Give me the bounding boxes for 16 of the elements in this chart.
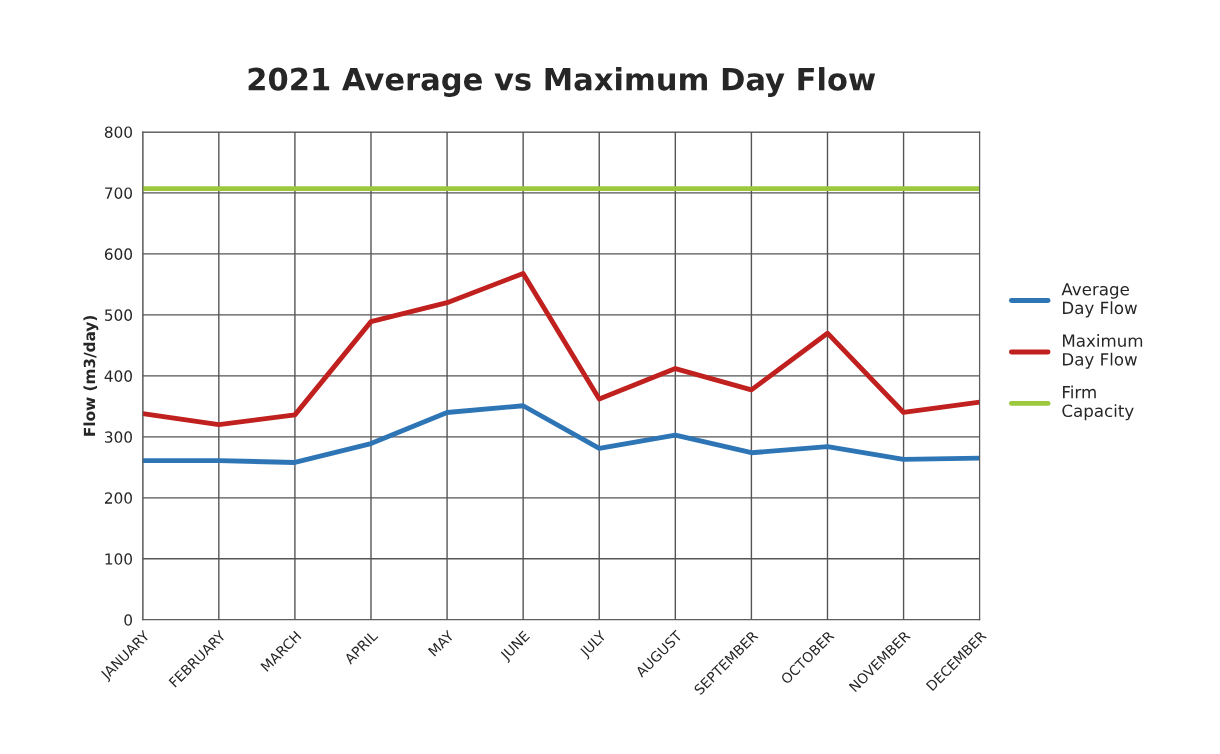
y-axis-title: Flow (m3/day) (83, 315, 99, 436)
line-series (142, 270, 980, 428)
legend-label: Average Day Flow (1061, 283, 1137, 318)
line-series (142, 403, 980, 465)
y-tick-label: 800 (104, 126, 132, 138)
y-tick-label: 0 (124, 614, 132, 626)
legend-label: Firm Capacity (1062, 385, 1134, 421)
y-tick-label: 500 (105, 309, 132, 321)
y-tick-label: 700 (105, 187, 132, 199)
y-tick-label: 200 (104, 492, 132, 504)
y-tick-label: 100 (105, 553, 132, 565)
y-tick-label: 600 (104, 248, 132, 260)
y-tick-label: 400 (104, 370, 132, 382)
chart-title: 2021 Average vs Maximum Day Flow (248, 67, 876, 97)
y-tick-label: 300 (105, 431, 132, 443)
legend-label: Maximum Day Flow (1063, 334, 1143, 369)
